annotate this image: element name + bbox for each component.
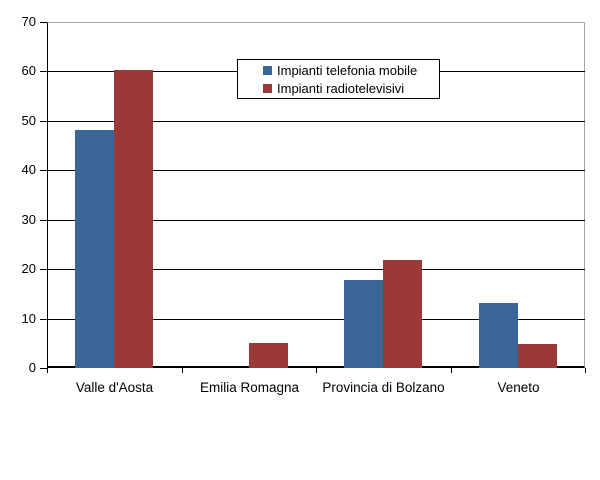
- x-axis-tick: [47, 368, 48, 373]
- bar-mobile: [75, 130, 114, 368]
- x-axis-tick: [585, 368, 586, 373]
- y-axis-tick-label: 10: [21, 311, 36, 326]
- legend-swatch-icon: [263, 65, 272, 75]
- bar-radio: [249, 343, 288, 368]
- gridline: [47, 121, 585, 122]
- legend-label: Impianti telefonia mobile: [277, 62, 418, 78]
- y-axis-tick-label: 30: [21, 212, 36, 227]
- legend-label: Impianti radiotelevisivi: [277, 80, 405, 96]
- y-axis-tick-label: 70: [21, 14, 36, 29]
- y-axis-tick-label: 20: [21, 261, 36, 276]
- legend-item: Impianti telefonia mobile: [263, 63, 439, 78]
- gridline: [47, 170, 585, 171]
- gridline: [47, 269, 585, 270]
- y-axis-tick: [40, 121, 47, 122]
- x-axis-category-label: Provincia di Bolzano: [322, 380, 445, 395]
- y-axis-tick: [40, 319, 47, 320]
- y-axis-tick: [40, 170, 47, 171]
- y-axis-tick: [40, 71, 47, 72]
- y-axis-tick: [40, 368, 47, 369]
- y-axis-tick: [40, 22, 47, 23]
- bar-radio: [383, 260, 422, 368]
- bar-radio: [114, 70, 153, 368]
- x-axis-tick: [182, 368, 183, 373]
- legend-swatch-icon: [263, 83, 272, 93]
- y-axis-tick-label: 40: [21, 162, 36, 177]
- bar-mobile: [344, 280, 383, 368]
- x-axis-category-label: Valle d'Aosta: [75, 380, 154, 395]
- y-axis-tick: [40, 269, 47, 270]
- legend: Impianti telefonia mobile Impianti radiot…: [237, 59, 440, 99]
- y-axis-tick-label: 60: [21, 63, 36, 78]
- gridline: [47, 319, 585, 320]
- x-axis-tick: [316, 368, 317, 373]
- gridline: [47, 220, 585, 221]
- y-axis-tick-label: 50: [21, 113, 36, 128]
- x-axis-category-label: Veneto: [497, 380, 540, 395]
- y-axis-tick: [40, 220, 47, 221]
- x-axis-category-label: Emilia Romagna: [199, 380, 300, 395]
- y-axis-tick-label: 0: [28, 360, 36, 375]
- bar-mobile: [479, 303, 518, 368]
- bar-radio: [518, 344, 557, 368]
- legend-item: Impianti radiotelevisivi: [263, 81, 439, 96]
- x-axis-tick: [451, 368, 452, 373]
